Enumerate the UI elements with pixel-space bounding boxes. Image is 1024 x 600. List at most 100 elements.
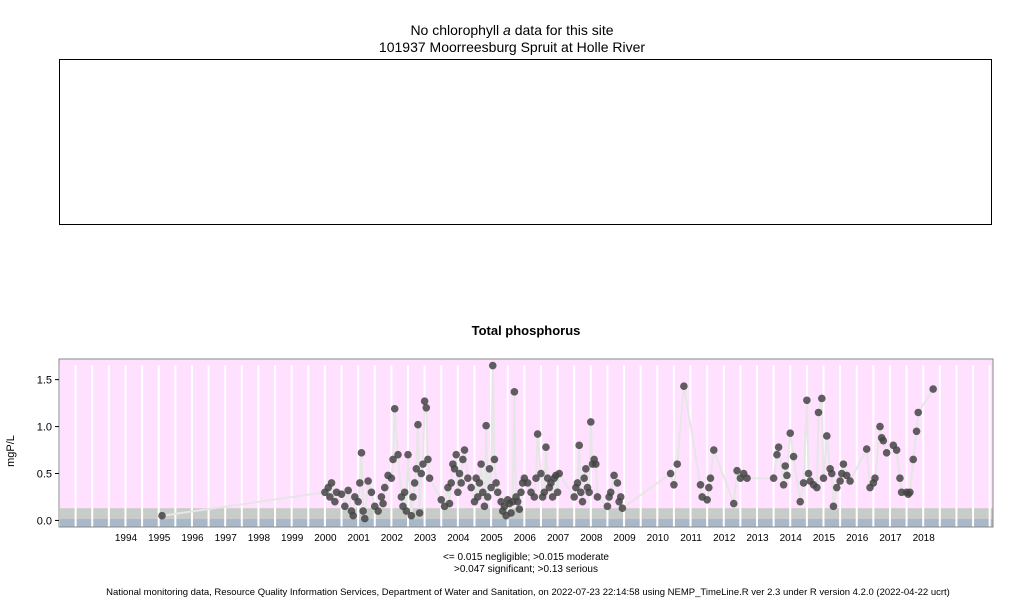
- x-tick-label: 2014: [780, 533, 803, 544]
- data-point: [493, 488, 502, 497]
- x-tick-label: 2009: [613, 533, 636, 544]
- data-point: [570, 493, 578, 501]
- x-tick-label: 1996: [181, 533, 204, 544]
- data-point: [326, 493, 334, 501]
- y-tick-label: 0.5: [37, 469, 52, 481]
- data-point: [459, 455, 467, 464]
- data-point: [424, 455, 432, 464]
- data-point: [331, 497, 339, 506]
- data-point: [477, 460, 485, 468]
- data-point: [389, 455, 397, 464]
- data-point: [414, 420, 422, 429]
- data-point: [803, 396, 811, 405]
- data-point: [553, 488, 562, 497]
- data-point: [729, 499, 738, 508]
- threshold-legend-line-1: <= 0.015 negligible; >0.015 moderate: [443, 552, 609, 563]
- data-point: [452, 450, 460, 459]
- data-point: [842, 471, 851, 480]
- data-point: [839, 460, 848, 468]
- data-point: [510, 388, 519, 396]
- data-point: [337, 490, 346, 498]
- data-point: [573, 479, 582, 487]
- x-tick-label: 1999: [281, 533, 304, 544]
- x-tick-label: 2002: [381, 533, 404, 544]
- data-point: [464, 474, 472, 482]
- y-tick-label: 0.0: [37, 515, 52, 527]
- x-tick-label: 1995: [148, 533, 171, 544]
- data-point: [912, 427, 921, 436]
- data-point: [829, 502, 838, 511]
- moderate-significant-band: [59, 508, 993, 520]
- title-italic-a: a: [503, 22, 511, 38]
- data-point: [354, 497, 362, 506]
- data-point: [743, 474, 751, 482]
- data-point: [379, 499, 387, 508]
- data-point: [404, 450, 412, 459]
- empty-chlorophyll-panel: [59, 59, 992, 225]
- data-point: [836, 477, 844, 485]
- data-point: [478, 488, 487, 497]
- data-point: [447, 479, 456, 487]
- data-point: [425, 474, 434, 482]
- y-tick-label: 1.5: [37, 375, 52, 387]
- data-point: [530, 493, 539, 501]
- data-point: [914, 408, 923, 417]
- data-point: [480, 502, 489, 511]
- x-tick-label: 2007: [547, 533, 570, 544]
- data-point: [680, 382, 688, 391]
- data-point: [846, 477, 854, 485]
- data-point: [367, 488, 376, 497]
- x-tick-label: 2017: [879, 533, 902, 544]
- data-point: [454, 488, 462, 497]
- data-point: [420, 397, 429, 406]
- data-point: [896, 474, 904, 482]
- x-tick-label: 2005: [480, 533, 503, 544]
- data-point: [394, 450, 402, 459]
- data-point: [593, 493, 602, 501]
- data-point: [892, 446, 901, 454]
- data-point: [360, 514, 369, 523]
- x-tick-label: 2010: [647, 533, 670, 544]
- data-point: [577, 488, 585, 497]
- top-chart-title: No chlorophyll a data for this site: [0, 22, 1024, 38]
- x-tick-label: 2003: [414, 533, 437, 544]
- y-tick-label: 1.0: [37, 422, 52, 434]
- data-point: [666, 469, 675, 478]
- data-point: [783, 471, 791, 480]
- x-tick-label: 2018: [913, 533, 936, 544]
- data-point: [349, 511, 357, 520]
- data-point: [781, 462, 790, 470]
- data-point: [819, 474, 828, 482]
- data-point: [703, 495, 711, 504]
- data-point: [327, 479, 336, 487]
- site-subtitle: 101937 Moorreesburg Spruit at Holle Rive…: [378, 39, 646, 55]
- data-point: [582, 465, 590, 473]
- x-tick-label: 2011: [680, 533, 702, 544]
- x-tick-label: 2008: [580, 533, 603, 544]
- data-point: [523, 479, 532, 487]
- data-point: [709, 446, 718, 454]
- data-point: [592, 460, 600, 468]
- data-point: [786, 429, 795, 437]
- data-point: [818, 394, 826, 403]
- data-point: [490, 455, 499, 464]
- data-point: [796, 497, 805, 506]
- data-point: [460, 446, 469, 454]
- data-point: [613, 479, 622, 487]
- data-point: [475, 479, 484, 487]
- plot-background: [59, 359, 993, 527]
- data-point: [540, 488, 549, 497]
- data-point: [364, 477, 372, 485]
- data-point: [537, 469, 545, 478]
- data-point: [813, 483, 821, 492]
- chart-title: Total phosphorus: [472, 323, 581, 338]
- data-point: [670, 480, 678, 489]
- data-point: [357, 449, 366, 457]
- data-point: [882, 449, 891, 457]
- data-point: [407, 511, 416, 520]
- x-tick-label: 1997: [215, 533, 238, 544]
- data-point: [532, 474, 540, 482]
- data-point: [457, 479, 465, 487]
- x-tick-label: 2001: [348, 533, 371, 544]
- data-point: [409, 493, 417, 501]
